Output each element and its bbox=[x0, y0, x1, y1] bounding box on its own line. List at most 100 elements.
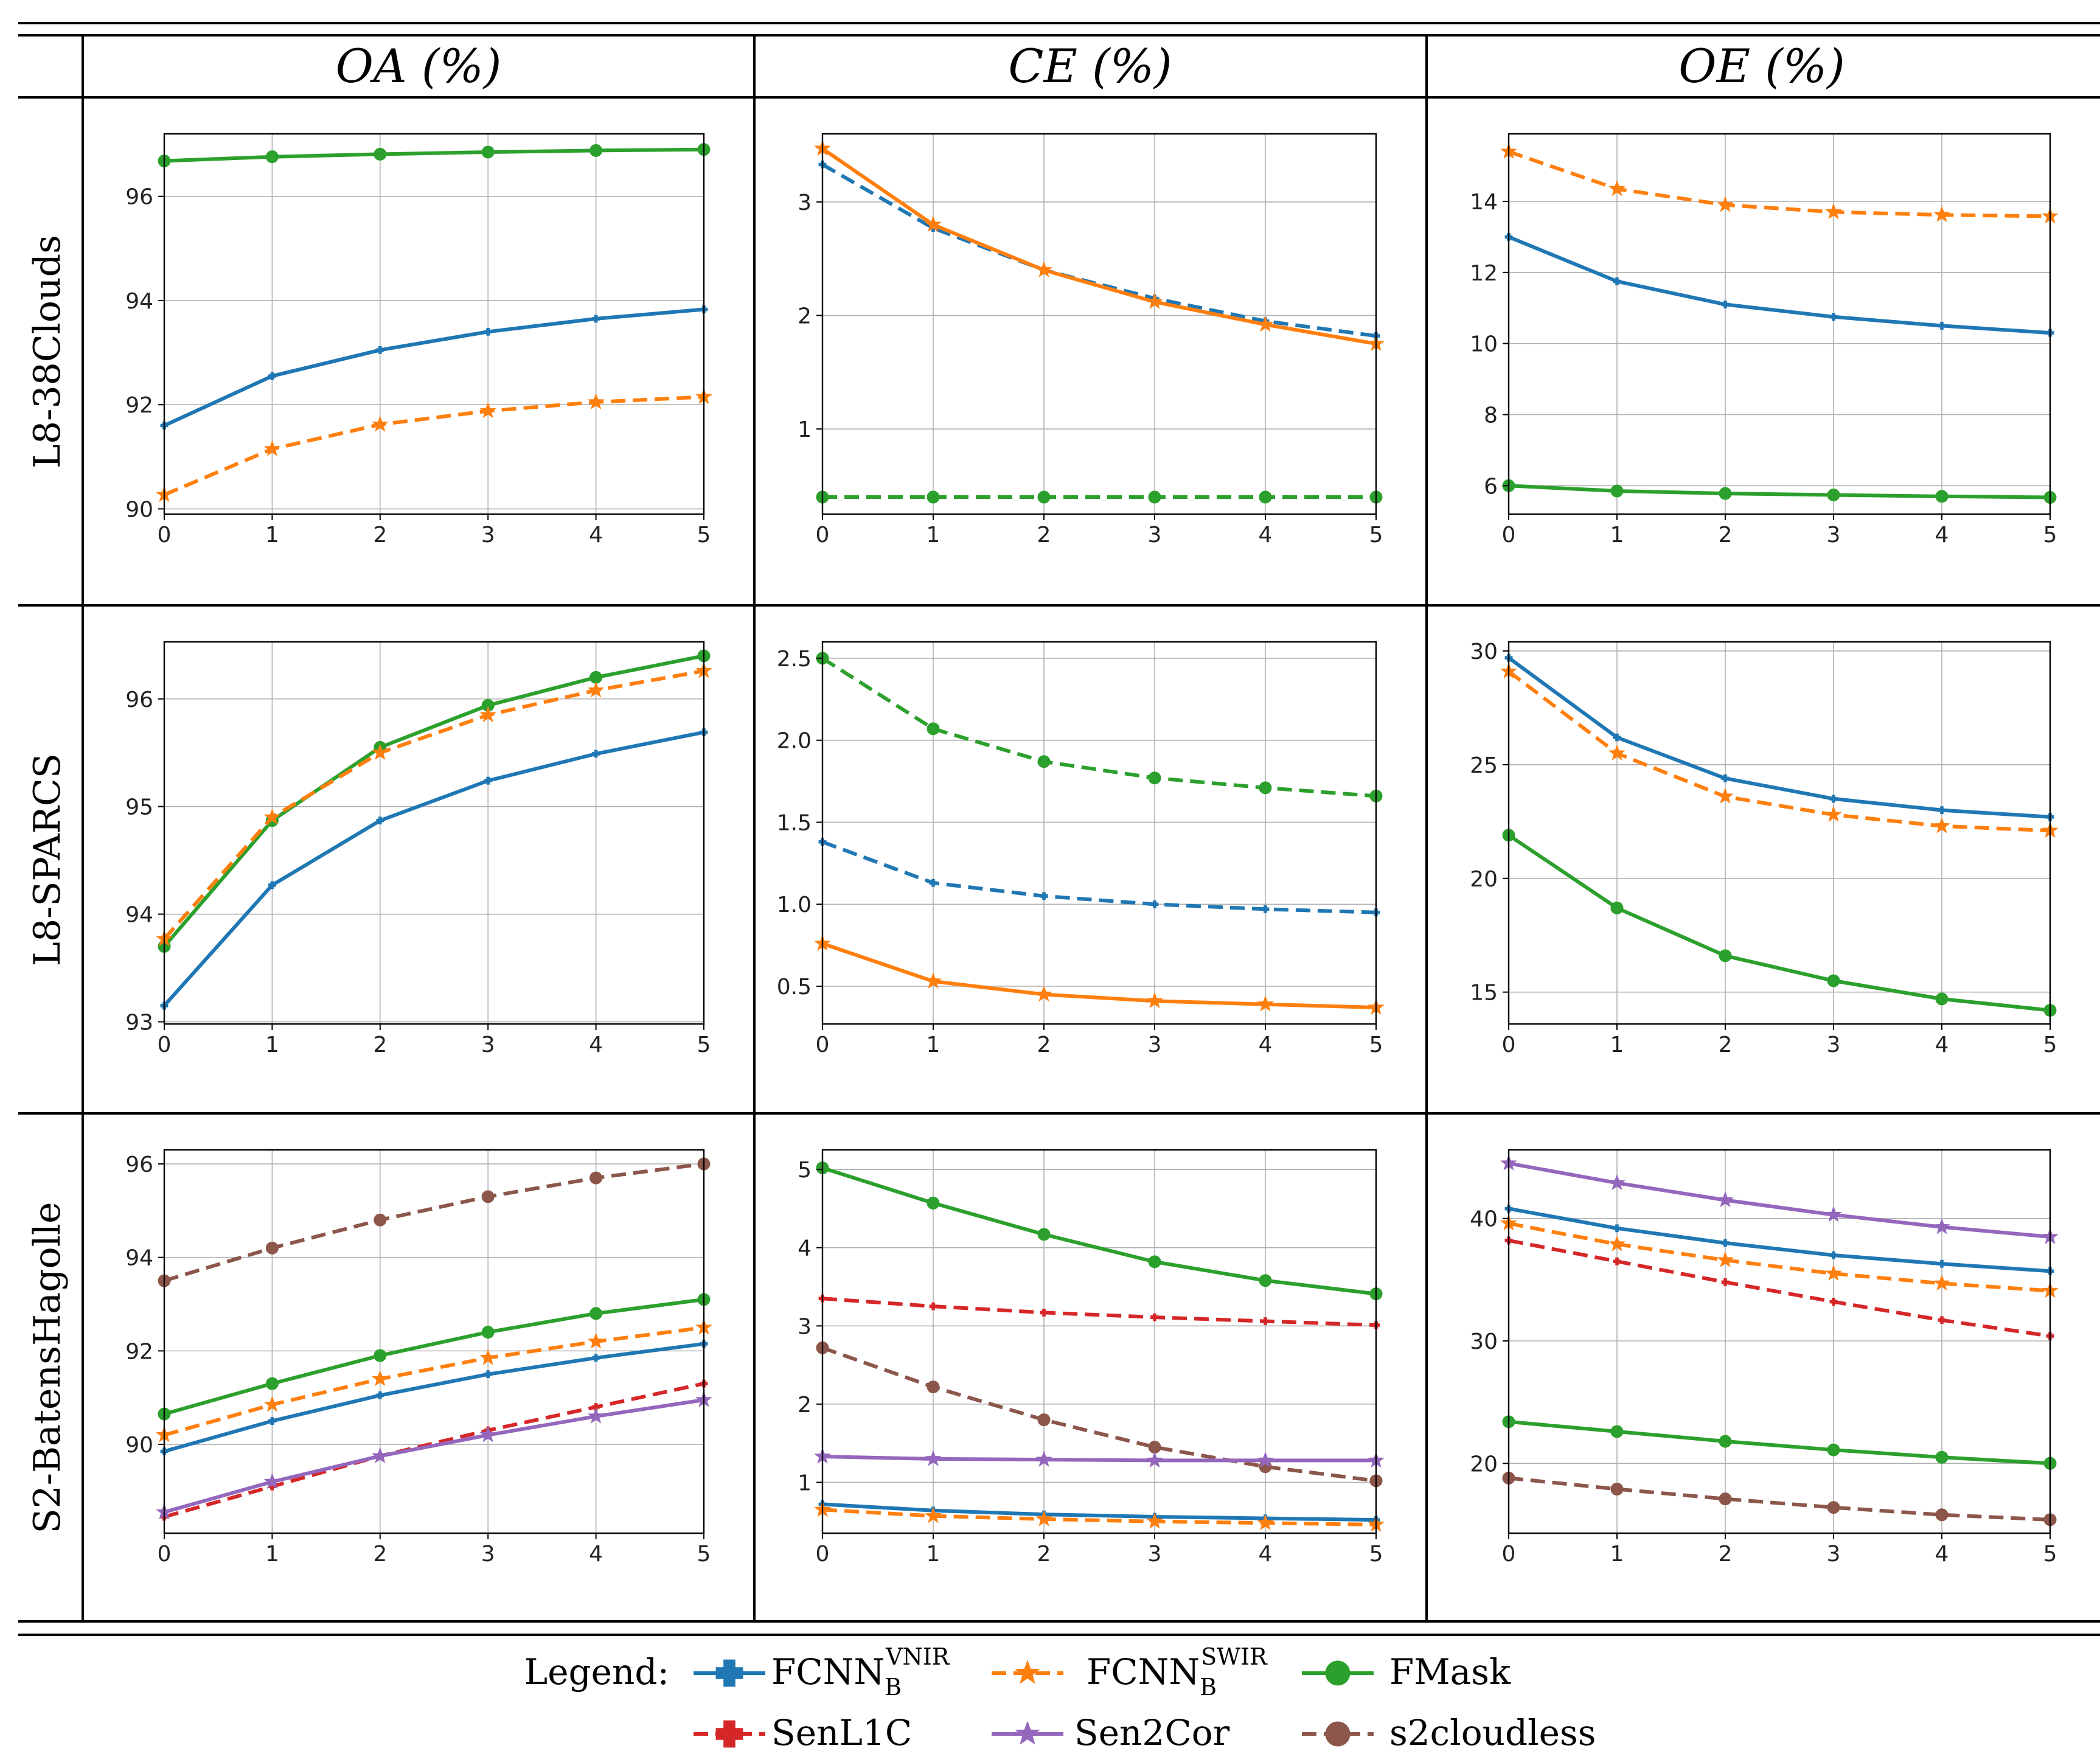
chart-l8-38clouds-ce-ytick-label-1: 1 bbox=[798, 417, 812, 442]
chart-s2-batenshagolle-oa-xtick-label-0: 0 bbox=[158, 1542, 172, 1567]
chart-l8-sparcs-oe: 0 1 2 3 4 5 15 20 25 30 bbox=[1470, 639, 2059, 1057]
chart-s2-batenshagolle-oa-point-vnir-3 bbox=[484, 1370, 492, 1379]
chart-s2-batenshagolle-oa-point-sen2cor-1 bbox=[263, 1472, 281, 1489]
chart-l8-38clouds-oa-point-fmask-1 bbox=[265, 150, 279, 164]
chart-s2-batenshagolle-oa-point-s2cloudless-4 bbox=[589, 1171, 603, 1185]
legend-label-vnir: FCNNB VNIR bbox=[771, 1643, 950, 1701]
chart-s2-batenshagolle-oe-xtick-label-1: 1 bbox=[1610, 1542, 1624, 1567]
legend-swir-sub: B bbox=[1200, 1674, 1217, 1701]
chart-l8-sparcs-ce-point-fmask-3 bbox=[1148, 771, 1161, 785]
chart-s2-batenshagolle-oe-point-fmask-2 bbox=[1719, 1435, 1732, 1448]
chart-s2-batenshagolle-ce-point-swir-4 bbox=[1257, 1514, 1274, 1530]
chart-l8-38clouds-ce-xtick-label-5: 5 bbox=[1369, 523, 1383, 548]
chart-l8-sparcs-ce-ytick-label-0-5: 0.5 bbox=[777, 975, 812, 1000]
chart-l8-38clouds-oa-point-fmask-2 bbox=[374, 147, 387, 161]
chart-s2-batenshagolle-oa-line-fmask bbox=[164, 1297, 704, 1416]
chart-s2-batenshagolle-oe-line-vnir bbox=[1508, 1206, 2051, 1273]
chart-s2-batenshagolle-ce-xtick-label-2: 2 bbox=[1037, 1542, 1051, 1567]
chart-l8-38clouds-oa-line-fmask bbox=[164, 147, 704, 163]
chart-s2-batenshagolle-oe-xtick-label-4: 4 bbox=[1935, 1542, 1949, 1567]
col-header-oa: OA (%) bbox=[336, 39, 502, 93]
chart-s2-batenshagolle-oa-line-vnir bbox=[164, 1342, 704, 1453]
chart-l8-sparcs-oa-line-swir bbox=[162, 669, 704, 941]
chart-l8-sparcs-oa-point-vnir-4 bbox=[592, 750, 600, 758]
chart-l8-38clouds-oe-point-swir-2 bbox=[1717, 196, 1734, 212]
chart-l8-38clouds-oa-point-vnir-3 bbox=[484, 327, 492, 336]
chart-l8-sparcs-ce-point-vnir-2 bbox=[1040, 892, 1048, 900]
chart-l8-38clouds-oe-xtick-label-4: 4 bbox=[1935, 523, 1949, 548]
chart-s2-batenshagolle-oa-ytick-label-94: 94 bbox=[125, 1246, 153, 1271]
legend-swir-sup: SWIR bbox=[1201, 1643, 1268, 1670]
table-frame bbox=[18, 22, 2100, 1636]
chart-l8-38clouds-oa-xtick-label-5: 5 bbox=[697, 523, 711, 548]
chart-l8-38clouds-oe-point-fmask-1 bbox=[1610, 484, 1624, 498]
chart-l8-38clouds-oe-point-swir-1 bbox=[1608, 180, 1625, 197]
chart-l8-38clouds-ce-point-swir-2 bbox=[1035, 261, 1052, 277]
chart-l8-sparcs-ce-series-fmask bbox=[816, 652, 1383, 802]
chart-s2-batenshagolle-oe-point-sen2cor-1 bbox=[1608, 1174, 1625, 1191]
chart-s2-batenshagolle-oa-point-fmask-1 bbox=[265, 1377, 279, 1390]
chart-l8-sparcs-oe-point-vnir-1 bbox=[1613, 733, 1621, 742]
chart-l8-38clouds-oe-point-swir-4 bbox=[1933, 206, 1950, 222]
chart-s2-batenshagolle-oa-point-senl1c-4 bbox=[592, 1403, 600, 1411]
chart-s2-batenshagolle-ce-line-s2cloudless bbox=[822, 1346, 1377, 1483]
chart-s2-batenshagolle-ce-line-sen2cor bbox=[822, 1455, 1376, 1463]
chart-l8-sparcs-oe-axes-frame bbox=[1507, 641, 2051, 1025]
chart-s2-batenshagolle-oa-point-vnir-2 bbox=[376, 1391, 384, 1399]
chart-s2-batenshagolle-oe-point-vnir-1 bbox=[1613, 1224, 1621, 1233]
chart-l8-38clouds-ce-point-fmask-1 bbox=[927, 490, 940, 504]
chart-s2-batenshagolle-oa-point-swir-3 bbox=[479, 1349, 496, 1365]
chart-l8-sparcs-ce-point-fmask-2 bbox=[1037, 755, 1051, 768]
chart-l8-sparcs-ce-point-vnir-1 bbox=[929, 879, 937, 887]
chart-l8-38clouds-ce-xtick-label-3: 3 bbox=[1148, 523, 1162, 548]
chart-s2-batenshagolle-oe-ytick-label-30: 30 bbox=[1470, 1329, 1498, 1354]
chart-s2-batenshagolle-oa-point-s2cloudless-2 bbox=[374, 1213, 387, 1227]
chart-s2-batenshagolle-oe-series-senl1c bbox=[1504, 1236, 2054, 1340]
chart-s2-batenshagolle-oe-xtick-label-5: 5 bbox=[2043, 1542, 2057, 1567]
chart-l8-sparcs-oe-point-vnir-2 bbox=[1721, 774, 1730, 782]
legend-marker-sen2cor bbox=[1015, 1721, 1040, 1745]
chart-l8-38clouds-oe-point-vnir-3 bbox=[1829, 313, 1838, 321]
chart-l8-38clouds-oe-series-fmask bbox=[1502, 479, 2057, 504]
chart-l8-38clouds-oa-point-vnir-2 bbox=[376, 346, 384, 354]
chart-s2-batenshagolle-oe-point-senl1c-2 bbox=[1721, 1278, 1730, 1286]
chart-l8-sparcs-ce-series-swir bbox=[814, 935, 1385, 1015]
chart-l8-sparcs-oe-line-vnir bbox=[1507, 656, 2051, 819]
chart-l8-sparcs-oe-series-vnir bbox=[1504, 653, 2054, 821]
legend-vnir-sub: B bbox=[885, 1674, 902, 1701]
chart-s2-batenshagolle-oe-ytick-label-40: 40 bbox=[1470, 1207, 1498, 1232]
chart-l8-38clouds-ce-xtick-label-4: 4 bbox=[1259, 523, 1273, 548]
chart-s2-batenshagolle-oa-xtick-label-5: 5 bbox=[697, 1542, 711, 1567]
legend-marker-s2cloudless bbox=[1325, 1721, 1351, 1747]
chart-l8-38clouds-oa-series-fmask bbox=[158, 143, 711, 168]
chart-l8-sparcs-oe-point-swir-2 bbox=[1717, 787, 1734, 804]
legend-swir-name: FCNN bbox=[1087, 1651, 1200, 1693]
chart-l8-sparcs-oe-point-vnir-4 bbox=[1938, 806, 1946, 815]
chart-l8-38clouds-oa-point-swir-1 bbox=[263, 440, 281, 456]
chart-s2-batenshagolle-oa-series-s2cloudless bbox=[158, 1157, 711, 1287]
chart-l8-sparcs-oe-point-swir-1 bbox=[1608, 744, 1625, 761]
chart-s2-batenshagolle-oa-point-fmask-4 bbox=[589, 1307, 603, 1320]
chart-s2-batenshagolle-oe-point-s2cloudless-2 bbox=[1719, 1492, 1732, 1506]
chart-l8-sparcs-ce-ytick-label-1: 1.0 bbox=[777, 893, 812, 917]
chart-s2-batenshagolle-ce-series-senl1c bbox=[818, 1294, 1380, 1329]
chart-s2-batenshagolle-oa-point-fmask-3 bbox=[481, 1326, 495, 1339]
chart-s2-batenshagolle-ce-grid bbox=[822, 1150, 1377, 1533]
chart-l8-sparcs-oa-xtick-label-1: 1 bbox=[265, 1032, 279, 1057]
chart-l8-sparcs-oa-series-swir bbox=[156, 662, 712, 946]
chart-l8-sparcs-ce-xtick-label-0: 0 bbox=[816, 1032, 830, 1057]
legend-label-fmask: FMask bbox=[1389, 1651, 1511, 1693]
chart-s2-batenshagolle-oa-point-vnir-4 bbox=[592, 1354, 600, 1362]
chart-l8-38clouds-ce-point-swir-1 bbox=[925, 215, 942, 232]
chart-s2-batenshagolle-oe-point-sen2cor-2 bbox=[1717, 1191, 1734, 1208]
chart-l8-sparcs-ce-line-vnir bbox=[821, 840, 1377, 914]
chart-l8-sparcs-oe-xtick-label-3: 3 bbox=[1827, 1032, 1841, 1057]
chart-s2-batenshagolle-oe-point-vnir-4 bbox=[1938, 1259, 1946, 1268]
chart-s2-batenshagolle-oe-point-vnir-2 bbox=[1721, 1239, 1730, 1247]
chart-l8-38clouds-ce-point-fmask-3 bbox=[1148, 490, 1161, 504]
legend-marker-senl1c bbox=[715, 1720, 743, 1748]
chart-s2-batenshagolle-oa-xtick-label-1: 1 bbox=[265, 1542, 279, 1567]
chart-s2-batenshagolle-ce-xtick-label-5: 5 bbox=[1369, 1542, 1383, 1567]
chart-l8-sparcs-ce-axes-frame bbox=[821, 641, 1377, 1025]
chart-l8-38clouds-ce-xtick-label-0: 0 bbox=[816, 523, 830, 548]
